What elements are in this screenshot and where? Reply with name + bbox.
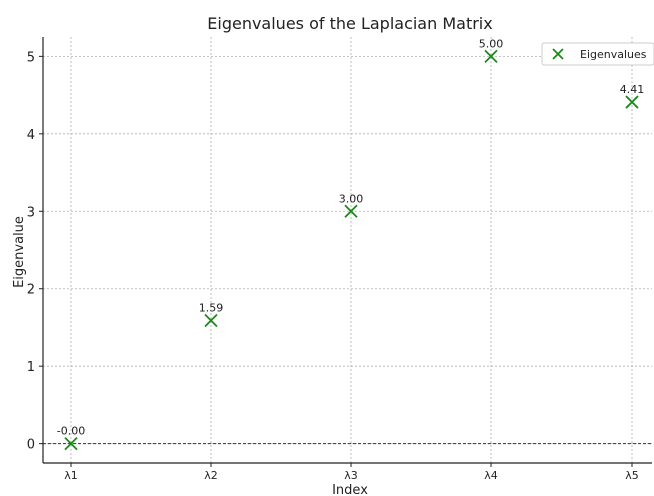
data-point [625,95,639,109]
y-tick-label: 3 [27,205,35,220]
y-tick-label: 5 [27,50,35,65]
data-label: 4.41 [620,83,645,96]
data-point [204,313,218,328]
x-tick-label: λ4 [484,469,498,482]
chart-title: Eigenvalues of the Laplacian Matrix [207,14,492,33]
y-tick-label: 2 [27,283,35,298]
axes [39,37,652,467]
data-label: 1.59 [199,301,224,314]
data-points [64,49,639,451]
y-axis-label: Eigenvalue [12,216,27,288]
y-tick-label: 1 [27,360,35,375]
data-label: 5.00 [479,37,504,50]
x-tick-label: λ3 [344,469,358,482]
tick-labels: 0 1 2 3 4 5 λ1 λ2 λ3 λ4 λ5 [27,50,639,482]
legend: Eigenvalues [541,42,654,66]
data-point [484,49,498,64]
x-tick-label: λ5 [625,469,639,482]
legend-marker-x-icon [552,48,564,60]
legend-entry-eigenvalues: Eigenvalues [580,48,647,61]
data-labels: -0.00 1.59 3.00 5.00 4.41 [57,37,644,437]
x-tick-label: λ2 [204,469,218,482]
x-tick-label: λ1 [64,469,78,482]
data-point [64,436,78,451]
data-point [344,204,358,218]
data-label: -0.00 [57,425,85,438]
legend-x-marker [552,48,564,60]
grid [43,37,652,463]
y-tick-label: 0 [27,438,35,453]
y-tick-label: 4 [27,128,35,143]
legend-box [541,42,654,66]
data-label: 3.00 [339,192,364,205]
x-axis-label: Index [332,483,368,496]
